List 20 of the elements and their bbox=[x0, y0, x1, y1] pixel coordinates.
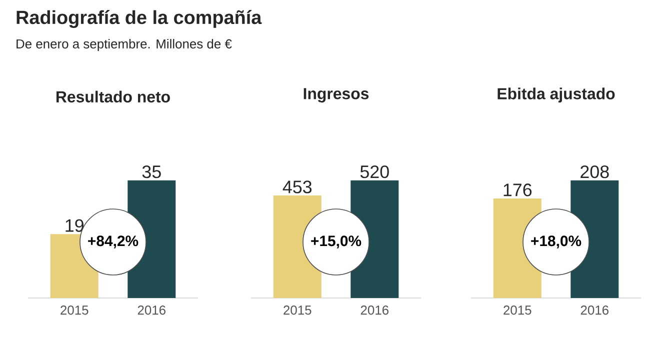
text: Radiografía de la compañía bbox=[16, 10, 262, 28]
x-tick-label: 2015 bbox=[60, 306, 88, 315]
chart-title: Ingresos bbox=[304, 88, 369, 102]
x-tick-label: 2015 bbox=[504, 306, 532, 315]
data-label: 208 bbox=[580, 165, 609, 178]
x-tick-label: 2016 bbox=[138, 306, 166, 315]
data-label: 19 bbox=[66, 219, 84, 232]
chart-title: Ebitda ajustado bbox=[498, 88, 615, 103]
data-label: 176 bbox=[504, 184, 532, 196]
data-label: 520 bbox=[360, 165, 389, 178]
annotation: +18,0% bbox=[531, 236, 582, 248]
chart-title: Resultado neto bbox=[56, 90, 170, 102]
x-tick-label: 2016 bbox=[360, 306, 388, 315]
text: De enero a septiembre. Millones de € bbox=[16, 38, 232, 52]
data-label: 35 bbox=[142, 165, 161, 178]
x-tick-label: 2015 bbox=[284, 306, 312, 315]
annotation: +15,0% bbox=[311, 236, 362, 248]
x-tick-label: 2016 bbox=[580, 306, 608, 315]
data-label: 453 bbox=[282, 180, 312, 194]
annotation: +84,2% bbox=[88, 236, 138, 248]
